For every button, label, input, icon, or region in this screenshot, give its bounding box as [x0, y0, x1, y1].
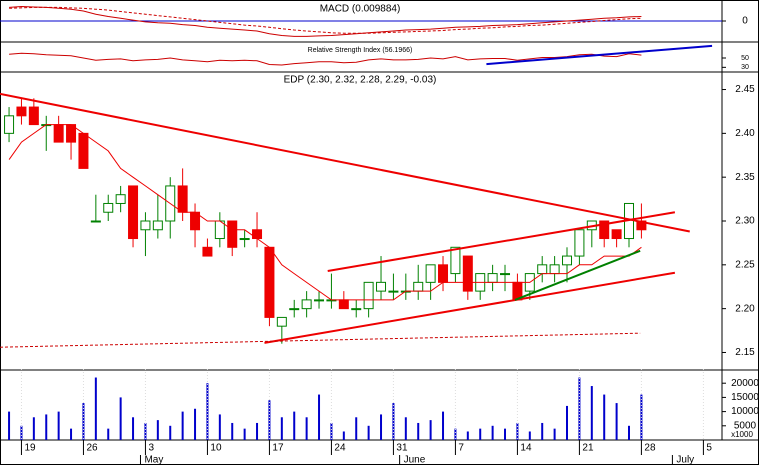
candle-body: [363, 281, 374, 310]
candle-body: [462, 255, 473, 292]
candle-body: [549, 264, 560, 275]
candle-body: [227, 220, 238, 248]
candle-body: [413, 281, 424, 292]
trend-line: [486, 44, 713, 66]
series-line: [9, 5, 642, 37]
candle-body: [611, 229, 622, 240]
x-tick-label: 28: [644, 443, 656, 454]
y-tick-label: 2.20: [735, 303, 755, 314]
candle-body: [289, 308, 300, 311]
y-tick-label: 10000: [731, 406, 759, 417]
candle-body: [351, 308, 362, 311]
candle-body: [487, 273, 498, 283]
candle-body: [438, 264, 449, 283]
candle-body: [450, 246, 461, 275]
candle-body: [599, 220, 610, 240]
x-tick-label: 14: [520, 443, 532, 454]
candle-body: [177, 185, 188, 213]
panel-title: EDP (2.30, 2.32, 2.28, 2.29, -0.03): [284, 75, 437, 86]
trend-line: [264, 271, 676, 344]
candle-body: [574, 229, 585, 257]
title-bg: [298, 45, 422, 55]
series-line: [8, 124, 642, 301]
y-tick-label: 50: [741, 55, 749, 62]
candle-body: [4, 115, 15, 134]
candle-body: [314, 299, 325, 302]
candle-body: [90, 220, 101, 223]
candle-body: [562, 255, 573, 266]
candle-body: [78, 132, 89, 169]
series-line: [9, 6, 642, 34]
candle-body: [376, 281, 387, 292]
y-tick-label: 30: [741, 64, 749, 71]
trend-line: [0, 332, 641, 348]
panel-title: Relative Strength Index (56.1966): [308, 47, 413, 54]
x-tick-label: 7: [458, 443, 464, 454]
y-tick-label: 0: [742, 16, 748, 27]
x-tick-label: 19: [24, 443, 36, 454]
y-tick-label: 2.15: [735, 347, 755, 358]
candle-body: [388, 290, 399, 293]
x-tick-label: 24: [334, 443, 346, 454]
x-tick-label: 21: [582, 443, 594, 454]
x-tick-label: 31: [396, 443, 408, 454]
candle-body: [301, 299, 312, 310]
month-label: May: [144, 455, 163, 465]
candle-body: [500, 273, 511, 276]
y-tick-label: 20000: [731, 378, 759, 389]
x-tick-label: 10: [210, 443, 222, 454]
x-tick-label: 5: [706, 443, 712, 454]
y-tick-label: 2.25: [735, 259, 755, 270]
x-tick-label: 17: [272, 443, 284, 454]
candle-body: [338, 299, 349, 310]
candle-body: [28, 106, 39, 126]
y-tick-label: 15000: [731, 392, 759, 403]
trend-line: [514, 249, 641, 301]
y-tick-label: 2.35: [735, 172, 755, 183]
y-tick-label: 2.45: [735, 84, 755, 95]
series-line: [9, 52, 642, 66]
unit-label: x1000: [731, 430, 753, 439]
y-tick-label: 2.30: [735, 216, 755, 227]
candle-body: [152, 220, 163, 231]
candle-body: [16, 106, 27, 117]
y-tick-label: 5000: [734, 420, 757, 431]
panel-title: MACD (0.009884): [320, 4, 401, 15]
candle-body: [202, 246, 213, 257]
candle-body: [103, 202, 114, 213]
candle-body: [252, 229, 263, 240]
candle-body: [276, 316, 287, 327]
candle-body: [425, 264, 436, 283]
candle-body: [264, 246, 275, 318]
candle-body: [53, 124, 64, 143]
candle-body: [537, 264, 548, 275]
y-tick-label: 2.40: [735, 128, 755, 139]
trend-line: [327, 211, 676, 272]
month-label: June: [404, 455, 426, 465]
x-tick-label: 3: [148, 443, 154, 454]
candle-body: [239, 238, 250, 241]
candle-body: [140, 220, 151, 231]
x-tick-label: 26: [86, 443, 98, 454]
trend-line: [0, 92, 690, 233]
candle-body: [115, 194, 126, 204]
month-label: July: [676, 455, 694, 465]
candle-body: [128, 185, 139, 240]
